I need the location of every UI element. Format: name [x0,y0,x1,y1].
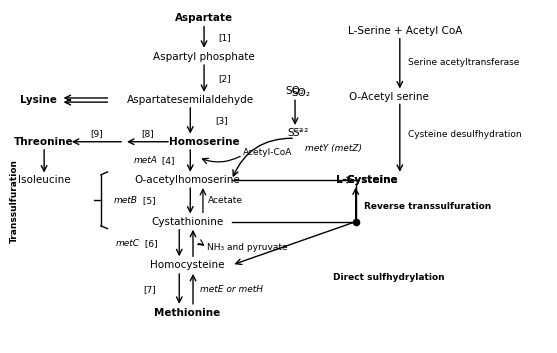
Text: Threonine: Threonine [14,137,74,147]
Text: Isoleucine: Isoleucine [18,175,70,185]
Text: L-Cysteine: L-Cysteine [336,175,398,185]
Text: Aspartatesemilaldehyde: Aspartatesemilaldehyde [126,95,254,105]
Text: Aspartyl phosphate: Aspartyl phosphate [153,52,255,62]
Text: [8]: [8] [141,129,154,138]
Text: Acetyl-CoA: Acetyl-CoA [243,148,292,157]
Text: [3]: [3] [215,116,228,125]
Text: Methionine: Methionine [154,308,221,318]
Text: NH₃ and pyruvate: NH₃ and pyruvate [207,243,287,252]
Text: [6]: [6] [141,239,158,248]
Text: O-Acetyl serine: O-Acetyl serine [349,91,429,102]
Text: Lysine: Lysine [20,95,57,105]
Text: [4]: [4] [159,156,174,165]
Text: Homocysteine: Homocysteine [150,260,225,270]
Text: Cysteine desulfhydration: Cysteine desulfhydration [408,130,522,139]
Text: Aspartate: Aspartate [175,13,233,23]
Text: L-Serine + Acetyl CoA: L-Serine + Acetyl CoA [348,25,462,36]
Text: Direct sulfhydrylation: Direct sulfhydrylation [333,274,444,282]
Text: S⁻²: S⁻² [292,128,309,138]
Text: S⁻²: S⁻² [287,128,303,138]
Text: SO₂: SO₂ [291,88,310,98]
Text: metE or metH: metE or metH [200,285,263,294]
Text: L-Cysteine: L-Cysteine [336,175,398,185]
Text: [1]: [1] [218,33,231,42]
Text: [5]: [5] [140,196,155,205]
Text: metB: metB [114,196,138,205]
Text: Reverse transsulfuration: Reverse transsulfuration [364,202,491,210]
Text: [2]: [2] [218,74,231,83]
Text: Acetate: Acetate [208,196,243,205]
Text: [7]: [7] [143,285,156,294]
Text: metY (metZ): metY (metZ) [305,144,362,153]
Text: Serine acetyltransferase: Serine acetyltransferase [408,58,520,67]
Text: Cystathionine: Cystathionine [152,217,224,227]
Text: metC: metC [115,239,140,248]
Text: [9]: [9] [90,129,103,138]
Text: SO₂: SO₂ [286,86,305,96]
Text: metA: metA [133,156,157,165]
Text: Transsulfuration: Transsulfuration [9,159,18,243]
Text: Homoserine: Homoserine [169,137,240,147]
Text: O-acetylhomoserine: O-acetylhomoserine [135,175,241,185]
